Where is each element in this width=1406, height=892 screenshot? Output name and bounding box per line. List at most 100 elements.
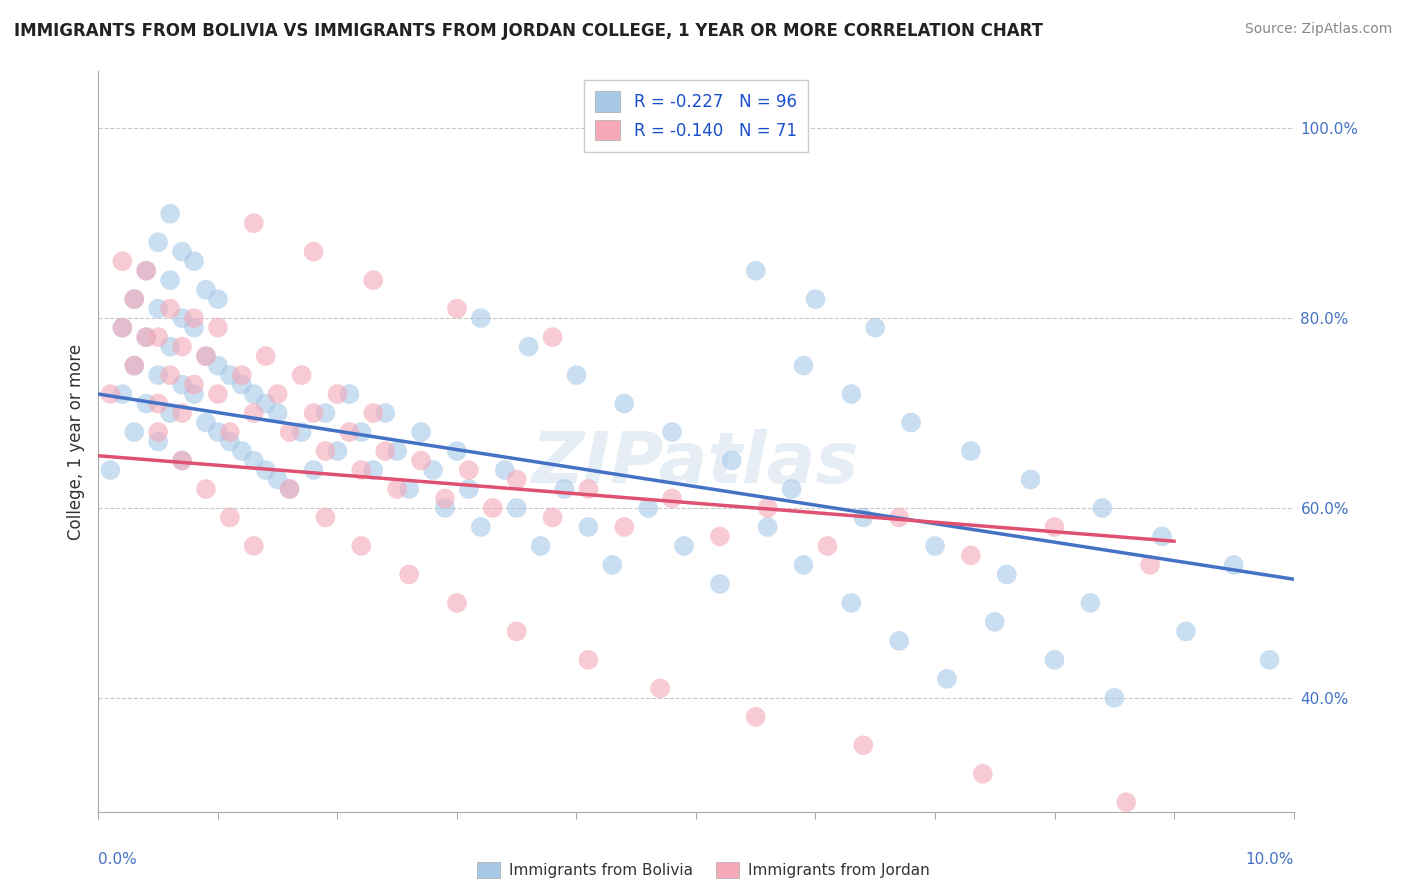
Point xyxy=(411,425,433,439)
Point xyxy=(815,539,838,553)
Point xyxy=(541,330,564,344)
Point xyxy=(172,453,194,467)
Point xyxy=(470,311,492,326)
Point xyxy=(267,473,290,487)
Point xyxy=(385,444,409,458)
Point xyxy=(972,766,994,780)
Point xyxy=(422,463,444,477)
Point xyxy=(111,387,134,401)
Point xyxy=(446,444,468,458)
Point xyxy=(148,235,170,250)
Point xyxy=(1115,795,1137,809)
Point xyxy=(278,482,301,496)
Point xyxy=(135,263,157,277)
Point xyxy=(254,463,277,477)
Point xyxy=(183,387,205,401)
Point xyxy=(207,425,229,439)
Point xyxy=(231,368,253,383)
Point xyxy=(207,292,229,306)
Text: 0.0%: 0.0% xyxy=(98,853,138,867)
Point xyxy=(470,520,492,534)
Point xyxy=(111,320,134,334)
Point xyxy=(1091,500,1114,515)
Point xyxy=(434,491,457,506)
Point xyxy=(1043,520,1066,534)
Point xyxy=(756,500,779,515)
Point xyxy=(135,330,157,344)
Point xyxy=(219,368,242,383)
Point xyxy=(350,463,373,477)
Point xyxy=(159,406,181,420)
Point xyxy=(506,624,529,639)
Point xyxy=(900,416,922,430)
Point xyxy=(183,377,205,392)
Point xyxy=(243,216,266,230)
Point xyxy=(398,482,420,496)
Point xyxy=(172,406,194,420)
Point xyxy=(195,349,218,363)
Point xyxy=(924,539,946,553)
Point xyxy=(650,681,672,696)
Point xyxy=(315,444,337,458)
Point xyxy=(135,263,157,277)
Point xyxy=(183,320,205,334)
Point xyxy=(995,567,1018,582)
Point xyxy=(254,396,277,410)
Point xyxy=(172,340,194,354)
Point xyxy=(1139,558,1161,572)
Point xyxy=(385,482,409,496)
Point xyxy=(578,482,600,496)
Point xyxy=(960,549,983,563)
Point xyxy=(172,377,194,392)
Point xyxy=(159,273,181,287)
Point xyxy=(506,500,529,515)
Point xyxy=(745,263,768,277)
Point xyxy=(172,244,194,259)
Point xyxy=(207,359,229,373)
Point xyxy=(482,500,505,515)
Point xyxy=(98,387,122,401)
Point xyxy=(124,359,146,373)
Point xyxy=(267,406,290,420)
Point xyxy=(148,396,170,410)
Point xyxy=(195,283,218,297)
Point xyxy=(278,425,301,439)
Text: Source: ZipAtlas.com: Source: ZipAtlas.com xyxy=(1244,22,1392,37)
Point xyxy=(302,244,325,259)
Point xyxy=(172,311,194,326)
Point xyxy=(852,739,875,753)
Point xyxy=(339,425,361,439)
Point xyxy=(578,520,600,534)
Point xyxy=(565,368,588,383)
Point xyxy=(291,425,314,439)
Point xyxy=(159,207,181,221)
Point xyxy=(613,396,636,410)
Point xyxy=(411,453,433,467)
Point xyxy=(148,368,170,383)
Point xyxy=(602,558,624,572)
Point xyxy=(1152,529,1174,543)
Point xyxy=(195,482,218,496)
Point xyxy=(231,377,253,392)
Point xyxy=(148,425,170,439)
Point xyxy=(446,301,468,316)
Point xyxy=(278,482,301,496)
Point xyxy=(804,292,827,306)
Point xyxy=(183,254,205,268)
Y-axis label: College, 1 year or more: College, 1 year or more xyxy=(66,343,84,540)
Point xyxy=(852,510,875,524)
Point xyxy=(195,349,218,363)
Point xyxy=(1080,596,1102,610)
Point xyxy=(530,539,553,553)
Point xyxy=(889,510,911,524)
Point xyxy=(1043,653,1066,667)
Point xyxy=(363,463,385,477)
Point xyxy=(124,292,146,306)
Point xyxy=(554,482,576,496)
Point xyxy=(506,473,529,487)
Point xyxy=(243,387,266,401)
Point xyxy=(960,444,983,458)
Point xyxy=(458,482,481,496)
Point xyxy=(183,311,205,326)
Point xyxy=(446,596,468,610)
